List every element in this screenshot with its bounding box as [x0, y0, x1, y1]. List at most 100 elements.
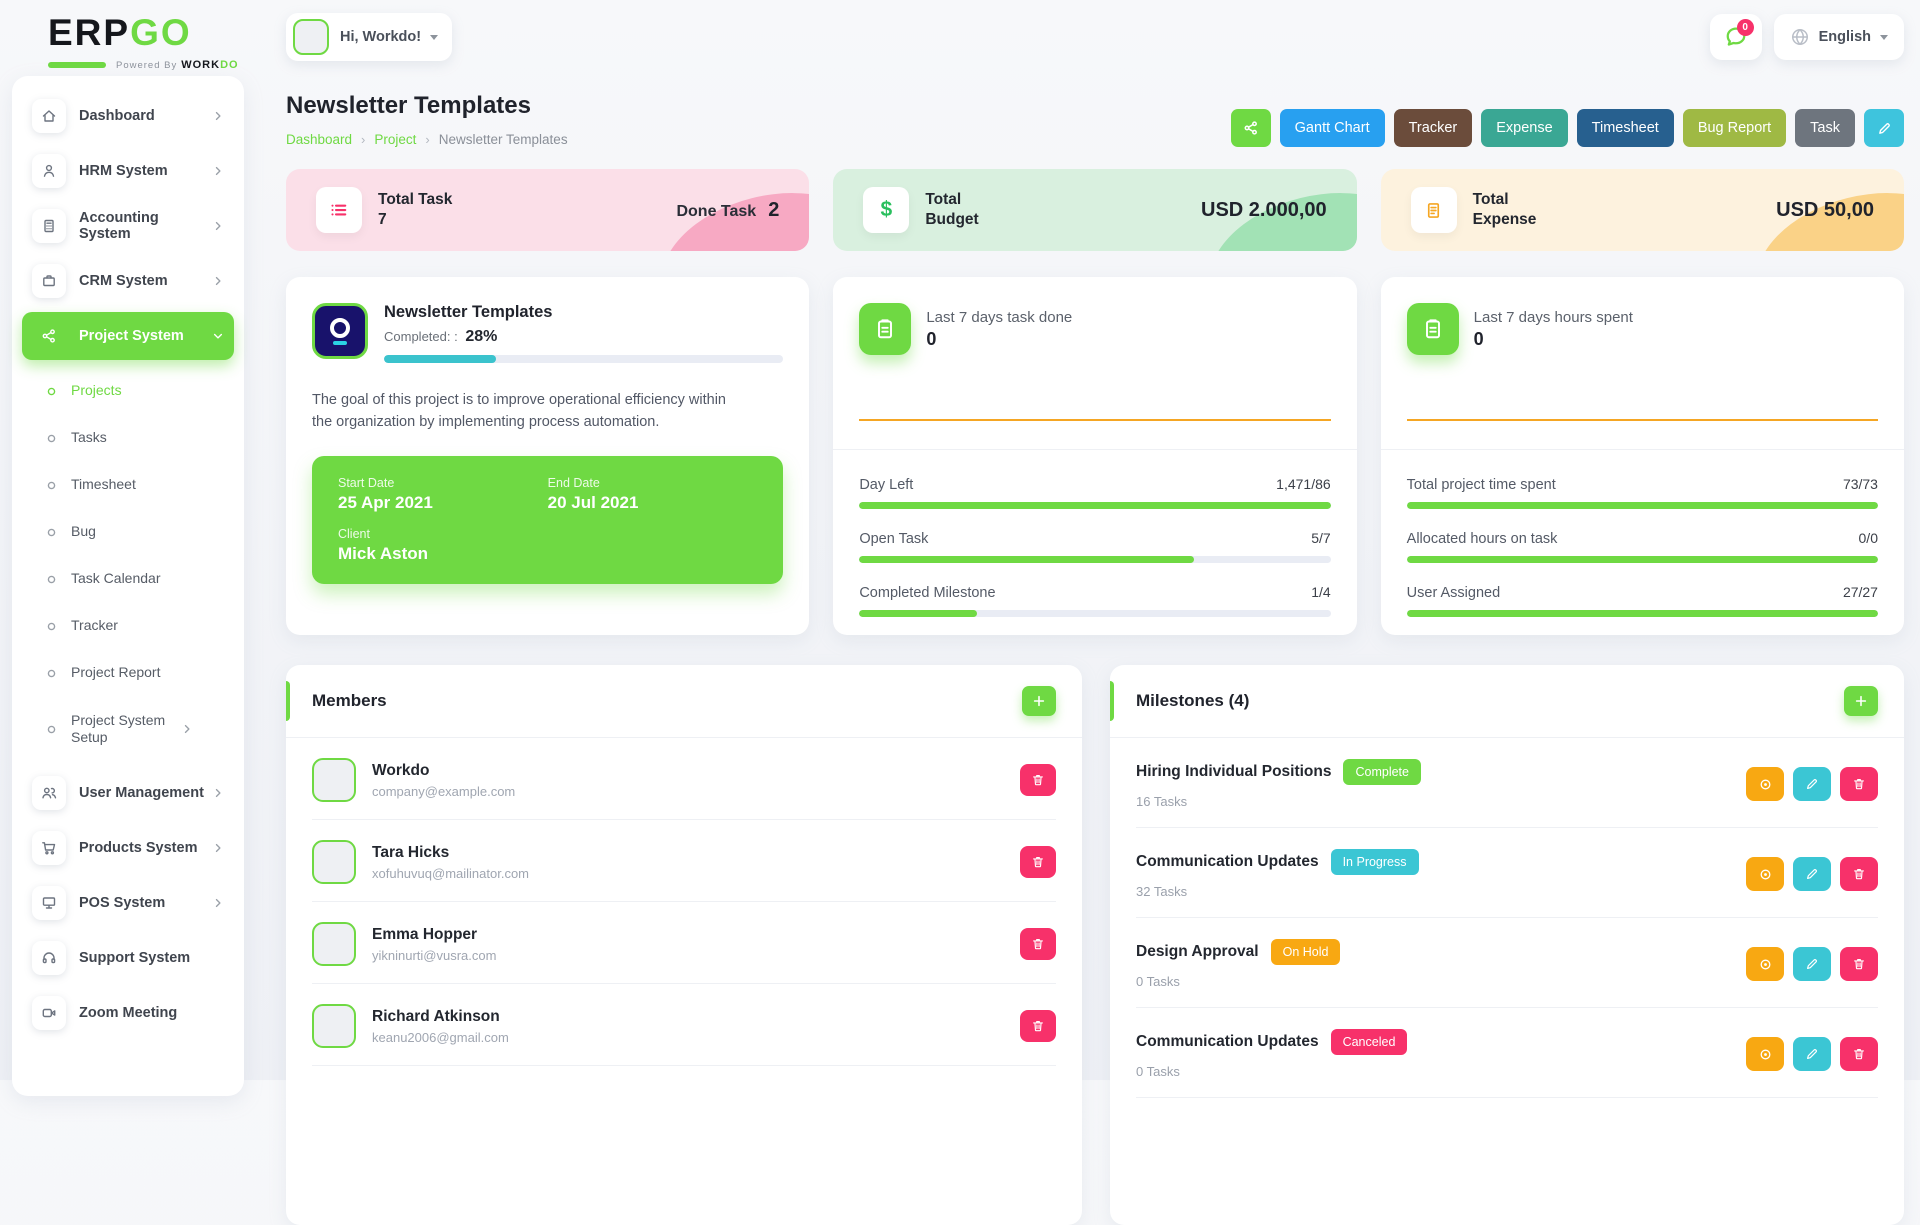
member-row: Emma Hopper yikninurti@vusra.com — [312, 902, 1056, 984]
task-button[interactable]: Task — [1795, 109, 1855, 147]
expense-value: USD 50,00 — [1776, 198, 1874, 221]
expense-button[interactable]: Expense — [1481, 109, 1568, 147]
view-milestone-button[interactable] — [1746, 857, 1784, 891]
user-menu[interactable]: Hi, Workdo! — [286, 13, 453, 61]
sidebar-item-bug[interactable]: Bug — [28, 512, 234, 552]
edit-milestone-button[interactable] — [1793, 857, 1831, 891]
time-summary-card: Last 7 days hours spent 0 Total project … — [1380, 277, 1904, 635]
sidebar-item-zoom-meeting[interactable]: Zoom Meeting — [22, 989, 234, 1037]
calculator-icon — [32, 209, 66, 243]
budget-value: USD 2.000,00 — [1201, 198, 1327, 221]
powered-by-label: Powered By — [116, 59, 178, 71]
milestone-name: Design Approval — [1136, 943, 1259, 960]
topbar: Hi, Workdo! 0 English — [286, 0, 1904, 74]
member-row: Richard Atkinson keanu2006@gmail.com — [312, 984, 1056, 1066]
view-milestone-button[interactable] — [1746, 947, 1784, 981]
sidebar-item-accounting-system[interactable]: Accounting System — [22, 202, 234, 250]
milestone-name: Communication Updates — [1136, 1033, 1319, 1050]
trash-icon — [1033, 857, 1043, 868]
trash-icon — [1854, 1049, 1864, 1060]
gantt-chart-button[interactable]: Gantt Chart — [1279, 109, 1385, 147]
messages-button[interactable]: 0 — [1709, 14, 1762, 60]
total-budget-card: $ Total Budget USD 2.000,00 — [833, 169, 1357, 251]
sidebar-item-task-calendar[interactable]: Task Calendar — [28, 559, 234, 599]
delete-member-button[interactable] — [1020, 846, 1056, 878]
milestone-task-count: 0 Tasks — [1136, 974, 1180, 989]
sidebar-item-tasks[interactable]: Tasks — [28, 418, 234, 458]
chevron-down-icon — [430, 34, 439, 40]
breadcrumb-separator: › — [361, 132, 366, 147]
share-button[interactable] — [1230, 109, 1271, 147]
delete-milestone-button[interactable] — [1840, 1037, 1878, 1071]
sidebar-item-products-system[interactable]: Products System — [22, 824, 234, 872]
add-milestone-button[interactable] — [1844, 686, 1878, 716]
sidebar-item-project-system-setup[interactable]: Project System Setup — [28, 700, 234, 758]
member-name: Richard Atkinson — [372, 1007, 500, 1025]
delete-member-button[interactable] — [1020, 1010, 1056, 1042]
language-label: English — [1818, 29, 1871, 45]
sidebar-item-project-report[interactable]: Project Report — [28, 653, 234, 693]
summary-value: 0 — [1473, 328, 1484, 349]
milestone-task-count: 16 Tasks — [1136, 794, 1188, 809]
pencil-icon — [1878, 122, 1890, 134]
status-badge: In Progress — [1330, 849, 1419, 875]
progress-bar — [859, 502, 1331, 509]
bullseye-icon — [1760, 959, 1770, 969]
breadcrumb: Dashboard › Project › Newsletter Templat… — [286, 132, 568, 147]
breadcrumb-dashboard[interactable]: Dashboard — [286, 132, 353, 147]
milestone-row: Hiring Individual Positions Complete 16 … — [1136, 738, 1878, 828]
timesheet-button[interactable]: Timesheet — [1576, 109, 1674, 147]
sidebar-item-projects[interactable]: Projects — [28, 371, 234, 411]
chevron-right-icon — [212, 787, 224, 799]
chevron-down-icon — [212, 330, 224, 342]
summary-value: 0 — [926, 328, 937, 349]
language-selector[interactable]: English — [1773, 14, 1904, 60]
view-milestone-button[interactable] — [1746, 767, 1784, 801]
project-dates-panel: Start Date 25 Apr 2021 End Date 20 Jul 2… — [312, 455, 784, 584]
edit-milestone-button[interactable] — [1793, 1037, 1831, 1071]
client-value: Mick Aston — [338, 543, 429, 563]
bottom-row: Members Workdo company@example.com — [286, 665, 1904, 1225]
bug-report-button[interactable]: Bug Report — [1682, 109, 1787, 147]
end-date-value: 20 Jul 2021 — [547, 492, 639, 512]
delete-member-button[interactable] — [1020, 764, 1056, 796]
edit-project-button[interactable] — [1864, 109, 1904, 147]
done-task-label: Done Task — [676, 202, 757, 220]
start-date-value: 25 Apr 2021 — [338, 492, 433, 512]
sidebar-item-tracker[interactable]: Tracker — [28, 606, 234, 646]
progress-row: User Assigned 27/27 — [1406, 584, 1878, 617]
tracker-button[interactable]: Tracker — [1393, 109, 1473, 147]
project-system-submenu: Projects Tasks Timesheet Bug Task Calend… — [22, 367, 234, 769]
project-app-icon — [312, 303, 368, 359]
delete-milestone-button[interactable] — [1840, 857, 1878, 891]
chevron-right-icon — [212, 842, 224, 854]
stats-row: Total Task 7 Done Task 2 $ Total Budget … — [286, 169, 1904, 251]
add-member-button[interactable] — [1022, 686, 1056, 716]
pencil-icon — [1807, 1048, 1818, 1059]
sidebar-item-support-system[interactable]: Support System — [22, 934, 234, 982]
view-milestone-button[interactable] — [1746, 1037, 1784, 1071]
sidebar-item-user-management[interactable]: User Management — [22, 769, 234, 817]
trash-icon — [1033, 1021, 1043, 1032]
user-avatar — [293, 19, 329, 55]
clipboard-icon — [1406, 303, 1459, 355]
delete-member-button[interactable] — [1020, 928, 1056, 960]
stat-label: Total Task — [378, 190, 453, 208]
delete-milestone-button[interactable] — [1840, 947, 1878, 981]
delete-milestone-button[interactable] — [1840, 767, 1878, 801]
members-card: Members Workdo company@example.com — [286, 665, 1082, 1225]
divider — [833, 449, 1357, 450]
edit-milestone-button[interactable] — [1793, 767, 1831, 801]
sidebar-item-timesheet[interactable]: Timesheet — [28, 465, 234, 505]
sidebar-item-dashboard[interactable]: Dashboard — [22, 92, 234, 140]
breadcrumb-project[interactable]: Project — [374, 132, 417, 147]
stat-label: Budget — [925, 211, 979, 228]
sidebar-item-hrm-system[interactable]: HRM System — [22, 147, 234, 195]
sidebar: Dashboard HRM System Accounting System C… — [12, 76, 244, 1096]
plus-icon — [1855, 695, 1867, 707]
edit-milestone-button[interactable] — [1793, 947, 1831, 981]
sidebar-item-pos-system[interactable]: POS System — [22, 879, 234, 927]
sidebar-item-project-system[interactable]: Project System — [22, 312, 234, 360]
sidebar-item-crm-system[interactable]: CRM System — [22, 257, 234, 305]
stat-label: Expense — [1472, 211, 1537, 228]
